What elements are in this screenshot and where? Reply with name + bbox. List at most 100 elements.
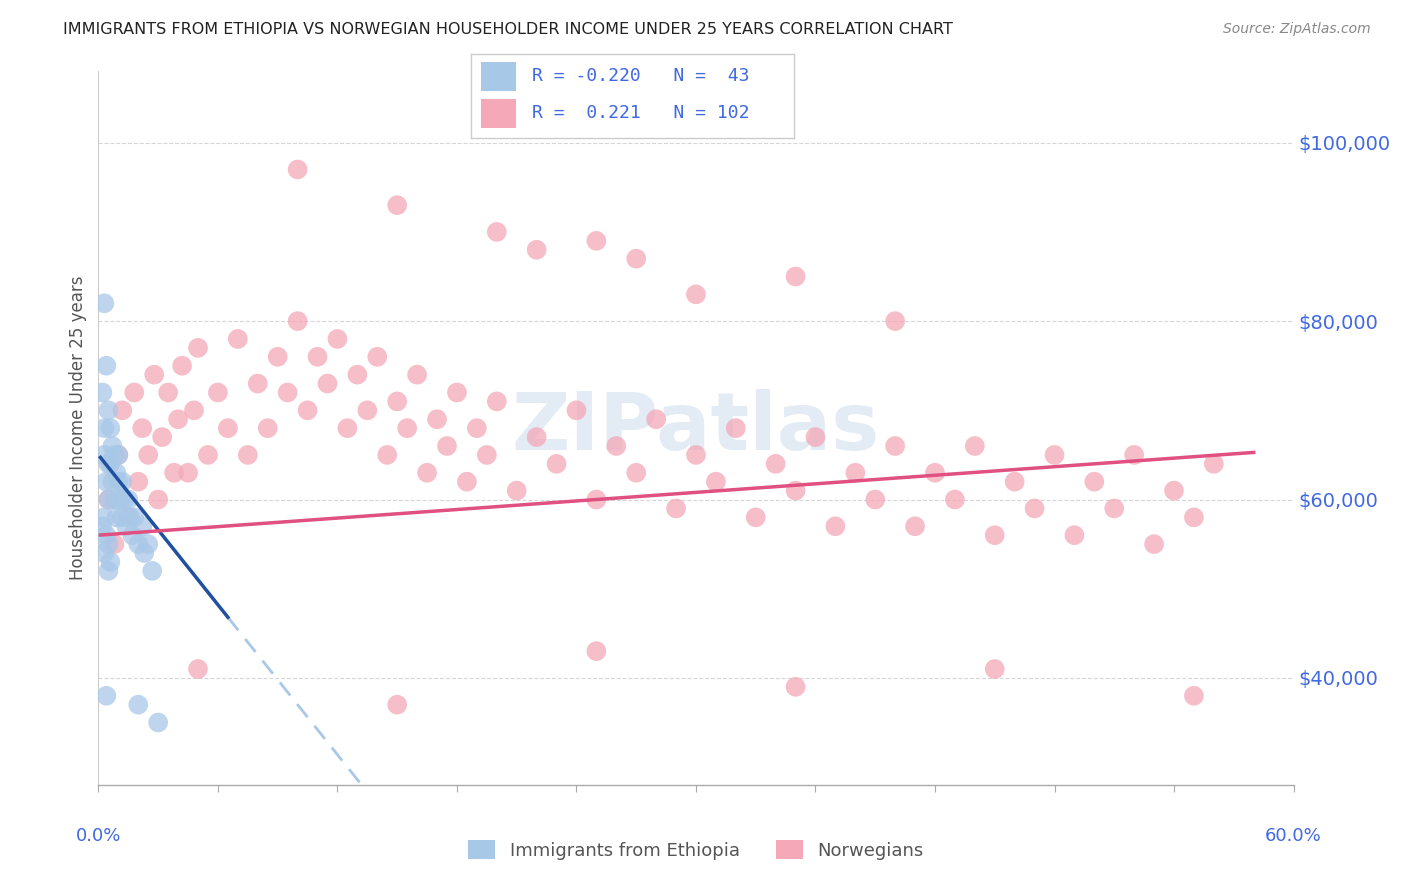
Point (98, 457, 122, 471)
Point (111, 475, 134, 489)
Point (107, 448, 129, 462)
Point (924, 466, 946, 480)
Point (645, 412, 668, 426)
Point (336, 421, 359, 435)
Point (124, 510, 146, 524)
Point (97, 492, 120, 507)
Point (101, 439, 124, 453)
Point (1123, 448, 1146, 462)
Point (804, 430, 827, 444)
Point (107, 475, 129, 489)
Point (93, 546, 115, 560)
Point (356, 403, 378, 417)
Point (136, 537, 159, 551)
Point (546, 457, 568, 471)
Point (506, 483, 529, 498)
Point (1182, 510, 1205, 524)
Point (605, 439, 627, 453)
Point (121, 528, 143, 542)
Point (416, 466, 439, 480)
Point (187, 662, 209, 676)
Point (626, 466, 648, 480)
Point (785, 680, 807, 694)
Point (1083, 475, 1105, 489)
Point (385, 698, 409, 712)
Point (143, 368, 166, 382)
Point (485, 225, 508, 239)
Point (96, 528, 118, 542)
Point (136, 448, 159, 462)
Point (865, 492, 887, 507)
Point (385, 198, 409, 212)
Point (207, 385, 229, 400)
Point (96, 359, 118, 373)
Point (585, 234, 607, 248)
Point (172, 359, 194, 373)
Point (765, 457, 787, 471)
Point (465, 421, 488, 435)
Point (297, 403, 319, 417)
Point (963, 439, 986, 453)
Point (197, 448, 219, 462)
Point (904, 519, 927, 533)
Point (256, 421, 278, 435)
Point (346, 368, 368, 382)
Point (626, 252, 648, 266)
Point (124, 385, 146, 400)
Point (287, 314, 309, 328)
Text: 60.0%: 60.0% (1265, 827, 1322, 845)
Point (1104, 501, 1126, 516)
Point (226, 332, 249, 346)
Point (585, 492, 607, 507)
Point (326, 332, 349, 346)
Point (177, 466, 200, 480)
Point (112, 492, 135, 507)
Point (97, 403, 120, 417)
Point (277, 385, 299, 400)
Point (316, 376, 339, 391)
Point (685, 287, 707, 301)
Point (1182, 689, 1205, 703)
Text: R =  0.221   N = 102: R = 0.221 N = 102 (533, 104, 749, 122)
Y-axis label: Householder Income Under 25 years: Householder Income Under 25 years (69, 276, 87, 581)
Point (167, 412, 190, 426)
Point (98, 421, 122, 435)
Point (187, 341, 209, 355)
Point (97, 537, 120, 551)
Point (236, 448, 259, 462)
Point (1063, 528, 1085, 542)
Point (91, 385, 114, 400)
Legend: Immigrants from Ethiopia, Norwegians: Immigrants from Ethiopia, Norwegians (460, 831, 932, 869)
Point (844, 466, 866, 480)
Point (745, 510, 768, 524)
Point (96, 689, 118, 703)
Point (127, 698, 149, 712)
Point (1202, 457, 1225, 471)
Point (456, 475, 478, 489)
Point (131, 421, 153, 435)
Point (107, 448, 129, 462)
Point (724, 421, 747, 435)
Point (287, 162, 309, 177)
Point (1024, 501, 1046, 516)
Point (1163, 483, 1185, 498)
Point (526, 243, 548, 257)
Point (120, 510, 142, 524)
Point (117, 510, 139, 524)
Text: ZIPatlas: ZIPatlas (512, 389, 880, 467)
Point (97, 564, 120, 578)
Point (943, 492, 966, 507)
Point (101, 475, 124, 489)
Text: IMMIGRANTS FROM ETHIOPIA VS NORWEGIAN HOUSEHOLDER INCOME UNDER 25 YEARS CORRELAT: IMMIGRANTS FROM ETHIOPIA VS NORWEGIAN HO… (63, 22, 953, 37)
Point (475, 448, 498, 462)
Point (665, 501, 688, 516)
Point (984, 528, 1007, 542)
Point (685, 448, 707, 462)
Text: R = -0.220   N =  43: R = -0.220 N = 43 (533, 67, 749, 85)
Point (131, 519, 153, 533)
Point (103, 448, 125, 462)
Point (406, 368, 429, 382)
Point (93, 510, 115, 524)
Point (93, 421, 115, 435)
Point (127, 475, 149, 489)
